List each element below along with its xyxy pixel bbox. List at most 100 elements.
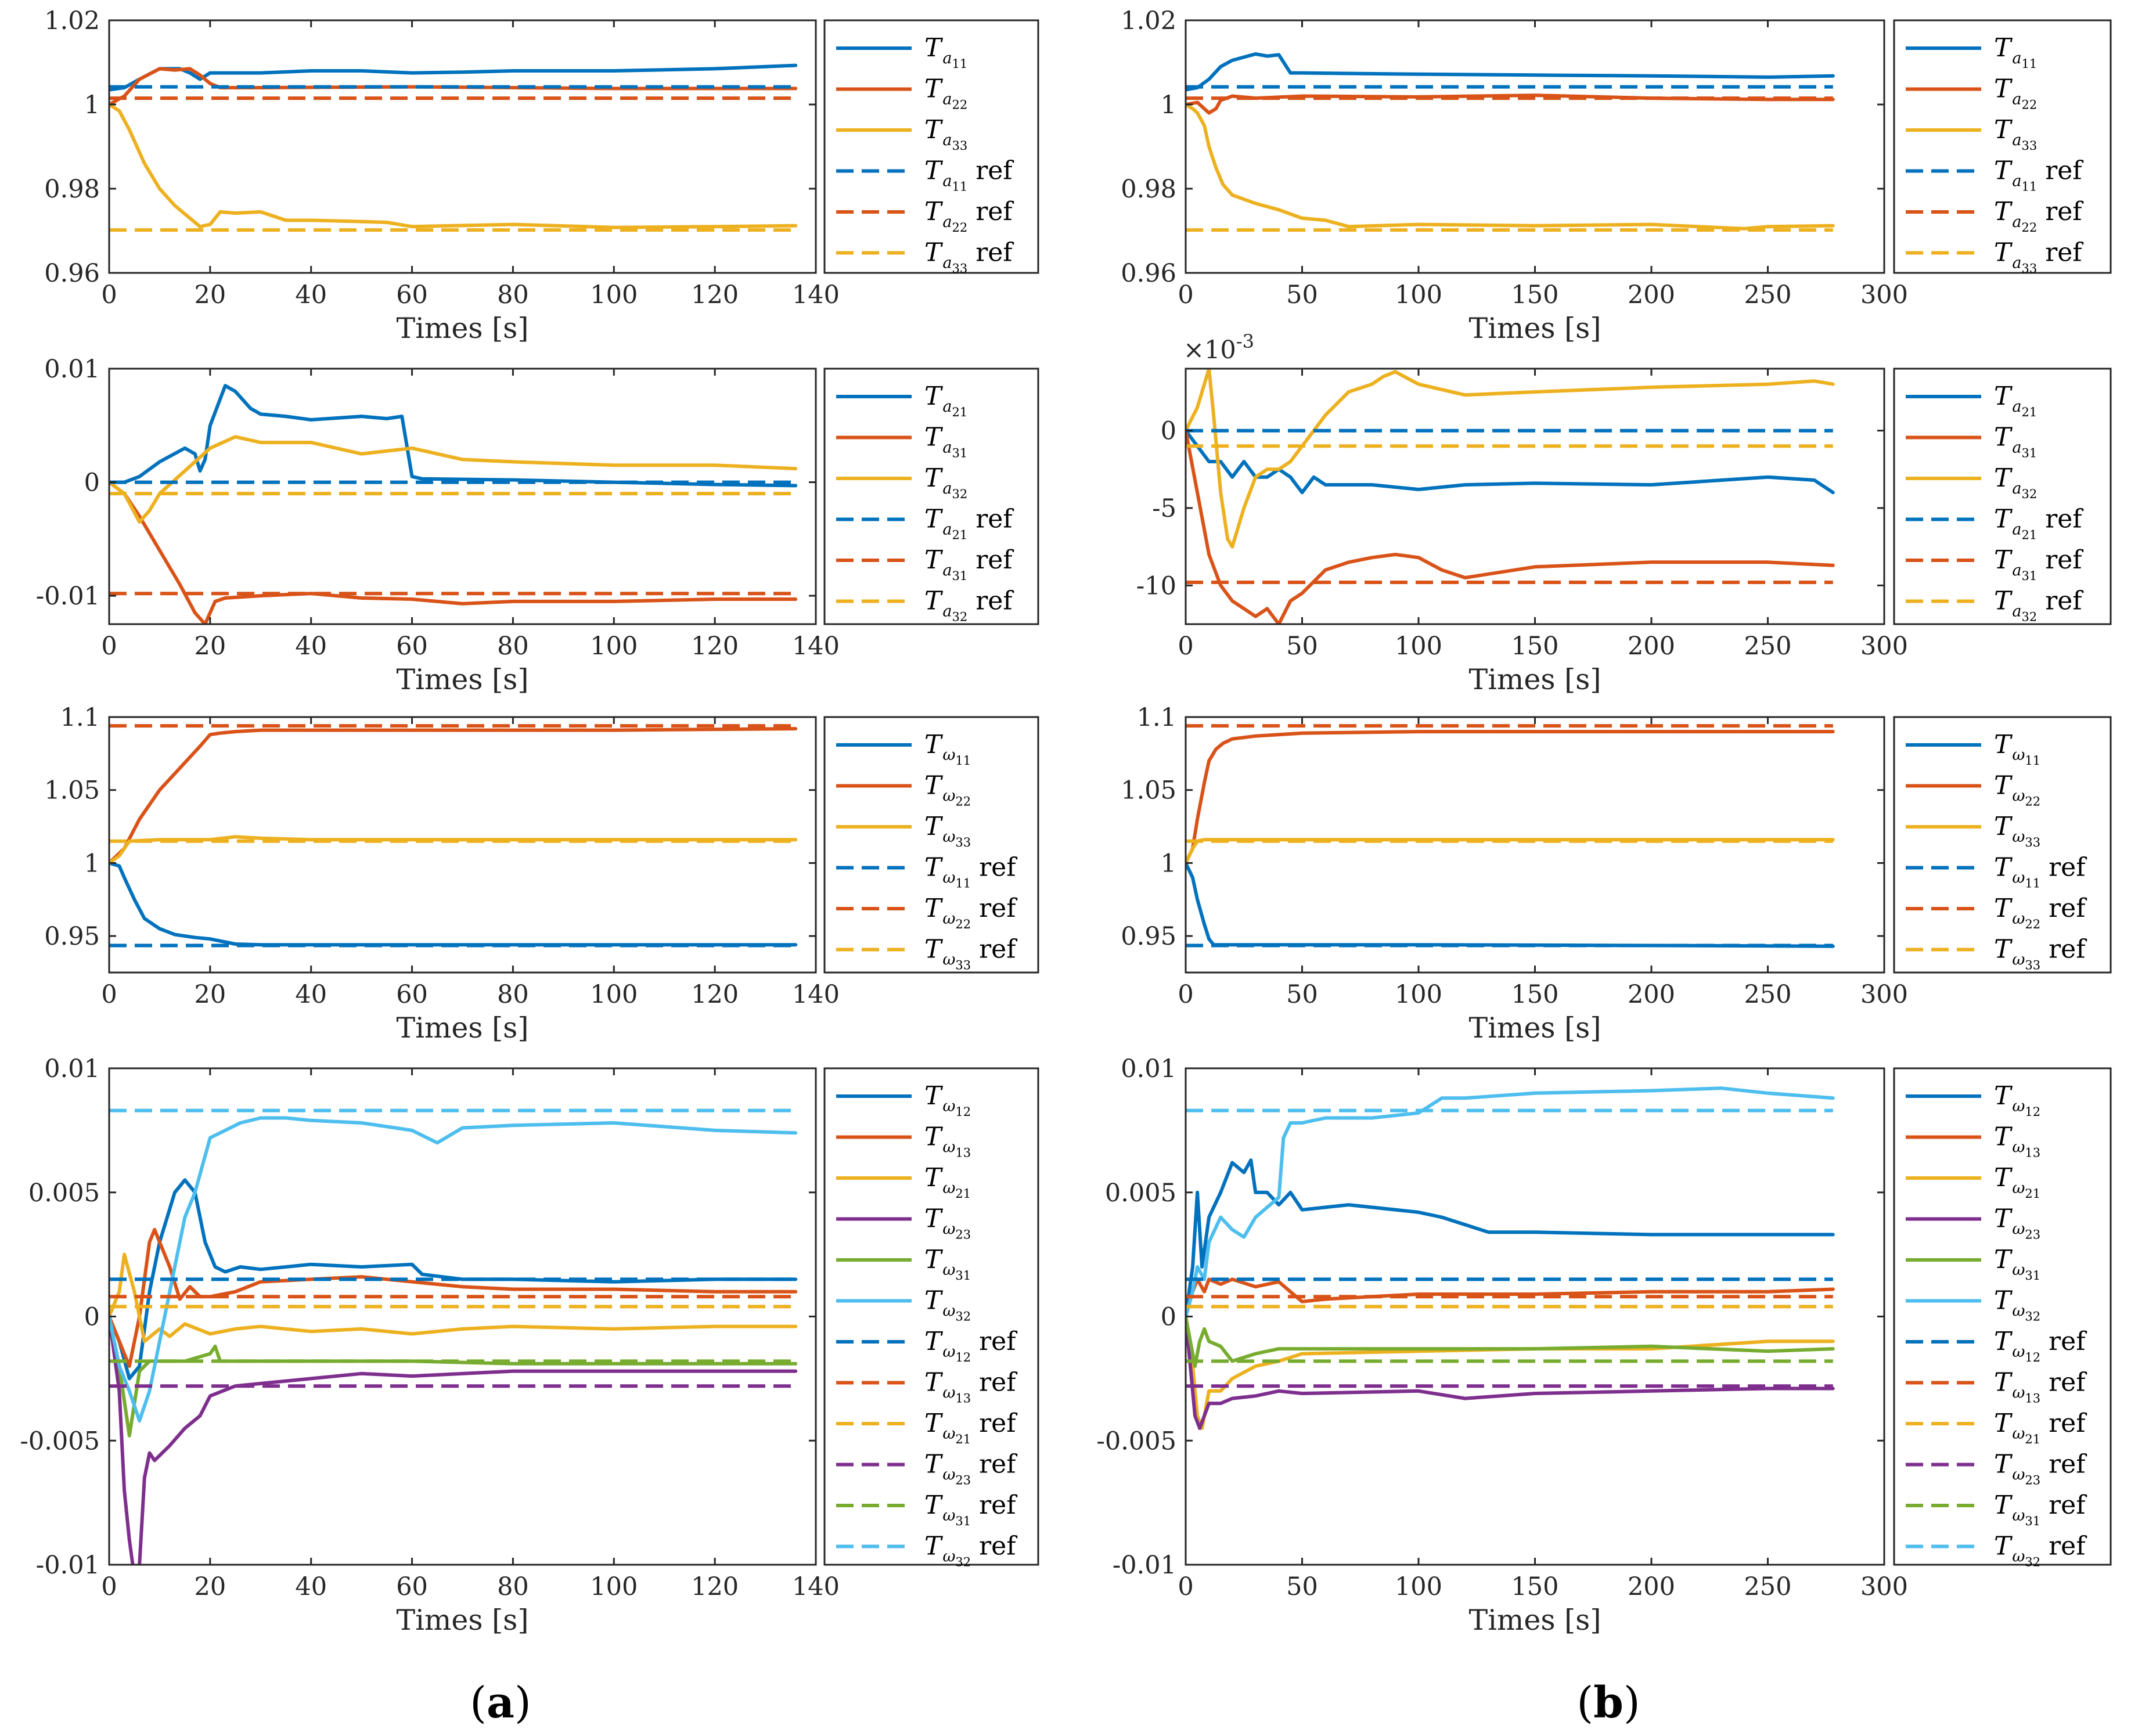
legend-entry: Tω11 bbox=[924, 730, 971, 768]
legend-entry: Tω22 bbox=[924, 771, 971, 809]
y-tick-label: 1.05 bbox=[1121, 776, 1176, 805]
legend-entry: Tω22 bbox=[1994, 771, 2040, 809]
legend-entry: Tω13ref bbox=[1994, 1368, 2087, 1406]
legend: Tω12Tω13Tω21Tω23Tω31Tω32Tω12refTω13refTω… bbox=[823, 1067, 1039, 1569]
x-tick-label: 100 bbox=[590, 280, 638, 309]
y-tick-label: 0.96 bbox=[44, 259, 100, 288]
legend-entry: Tω23 bbox=[1994, 1204, 2040, 1242]
y-tick-label: -0.005 bbox=[1096, 1427, 1176, 1456]
legend-entry: Tω32ref bbox=[1994, 1532, 2087, 1569]
chart-a3: 0 20 40 60 80 100 120 140 0.95 1 1.05 1.1 Times [s] T… bbox=[44, 703, 1039, 1045]
legend-entry: Tω23ref bbox=[924, 1450, 1017, 1488]
legend-box bbox=[823, 19, 1039, 274]
x-tick-label: 100 bbox=[590, 1572, 638, 1601]
x-tick-label: 120 bbox=[691, 1572, 739, 1601]
x-tick-label: 140 bbox=[792, 632, 840, 661]
y-tick-label: -0.01 bbox=[1113, 1551, 1176, 1580]
chart-b1: 0 50 100 150 200 250 300 0.96 0.98 1 1.02 Times [s]… bbox=[1121, 6, 2112, 345]
x-tick-label: 60 bbox=[396, 1572, 428, 1601]
x-tick-label: 50 bbox=[1286, 280, 1318, 309]
legend-entry: Ta33ref bbox=[924, 238, 1014, 276]
series-t-ω32 bbox=[1186, 1086, 1835, 1319]
legend-box bbox=[1893, 1067, 2112, 1566]
legend-entry: Tω11 bbox=[1994, 730, 2040, 768]
series-t-ω12 bbox=[1186, 1158, 1835, 1319]
y-tick-label: -0.01 bbox=[36, 582, 100, 611]
x-tick-label: 20 bbox=[194, 280, 226, 309]
legend-entry: Tω32 bbox=[924, 1286, 971, 1324]
x-tick-label: 140 bbox=[792, 1572, 840, 1601]
plot-frame bbox=[1185, 368, 1885, 625]
y-tick-label: 1.05 bbox=[44, 776, 100, 805]
legend-entry: Ta11ref bbox=[924, 156, 1014, 194]
x-tick-label: 0 bbox=[1178, 1572, 1193, 1601]
legend-entry: Ta31ref bbox=[1994, 545, 2083, 583]
x-tick-label: 300 bbox=[1860, 980, 1908, 1009]
x-tick-label: 250 bbox=[1744, 980, 1791, 1009]
series-t-a21 bbox=[1186, 428, 1835, 495]
y-tick-label: 0.98 bbox=[44, 175, 100, 204]
series-t-ω32 bbox=[109, 1116, 798, 1423]
x-tick-label: 0 bbox=[1178, 980, 1193, 1009]
chart-b2: 0 50 100 150 200 250 300 -10 -5 0 ×10-3 Times [s] Ta… bbox=[1136, 330, 2112, 696]
legend-entry: Tω21 bbox=[924, 1163, 971, 1201]
legend-entry: Tω21 bbox=[1994, 1163, 2040, 1201]
series-t-ω33 bbox=[1186, 838, 1835, 865]
x-tick-label: 150 bbox=[1511, 632, 1558, 661]
y-tick-label: 1.02 bbox=[44, 6, 100, 35]
series-t-ω22 bbox=[1186, 730, 1835, 865]
legend-entry: Ta21 bbox=[1994, 381, 2037, 419]
x-tick-label: 50 bbox=[1286, 632, 1318, 661]
x-tick-label: 0 bbox=[1178, 280, 1193, 309]
x-tick-label: 0 bbox=[101, 1572, 117, 1601]
legend-entry: Ta22ref bbox=[924, 197, 1014, 235]
y-tick-label: 1.02 bbox=[1121, 6, 1176, 35]
legend-entry: Tω11ref bbox=[924, 853, 1017, 891]
x-tick-label: 0 bbox=[101, 980, 117, 1009]
legend-entry: Tω33 bbox=[1994, 812, 2040, 849]
legend-entry: Tω33 bbox=[924, 812, 971, 849]
x-tick-label: 50 bbox=[1286, 1572, 1318, 1601]
x-tick-label: 140 bbox=[792, 280, 840, 309]
legend-entry: Ta32 bbox=[1994, 463, 2037, 501]
x-axis-label: Times [s] bbox=[1469, 663, 1601, 696]
x-tick-label: 120 bbox=[691, 280, 739, 309]
x-tick-label: 20 bbox=[194, 980, 226, 1009]
legend-box bbox=[823, 368, 1039, 625]
legend-entry: Ta33 bbox=[924, 115, 967, 153]
y-tick-label: -0.01 bbox=[36, 1551, 100, 1580]
legend: Tω12Tω13Tω21Tω23Tω31Tω32Tω12refTω13refTω… bbox=[1893, 1067, 2112, 1569]
x-tick-label: 120 bbox=[691, 632, 739, 661]
legend-entry: Tω21ref bbox=[924, 1409, 1017, 1446]
legend-box bbox=[1893, 19, 2112, 274]
x-tick-label: 300 bbox=[1860, 280, 1908, 309]
x-tick-label: 40 bbox=[295, 632, 327, 661]
x-tick-label: 40 bbox=[295, 980, 327, 1009]
plot-frame bbox=[108, 716, 817, 974]
y-tick-label: 0.01 bbox=[44, 355, 100, 384]
legend-box bbox=[823, 716, 1039, 974]
plot-frame bbox=[108, 368, 817, 625]
x-tick-label: 300 bbox=[1860, 632, 1908, 661]
x-tick-label: 150 bbox=[1511, 280, 1558, 309]
x-tick-label: 100 bbox=[1395, 632, 1442, 661]
legend-entry: Tω31ref bbox=[924, 1490, 1017, 1528]
legend-entry: Tω22ref bbox=[1994, 894, 2087, 931]
x-tick-label: 20 bbox=[194, 1572, 226, 1601]
x-axis-label: Times [s] bbox=[397, 312, 529, 345]
y-tick-label: 1.1 bbox=[60, 703, 100, 732]
legend-box bbox=[823, 1067, 1039, 1566]
series-t-ω21 bbox=[1186, 1314, 1835, 1430]
series-t-a31 bbox=[1186, 428, 1835, 624]
y-tick-label: 1.1 bbox=[1137, 703, 1176, 732]
legend-entry: Ta32ref bbox=[1994, 586, 2083, 624]
x-tick-label: 200 bbox=[1628, 1572, 1675, 1601]
y-tick-label: 0.98 bbox=[1121, 175, 1176, 204]
legend-entry: Ta11 bbox=[1994, 33, 2037, 71]
